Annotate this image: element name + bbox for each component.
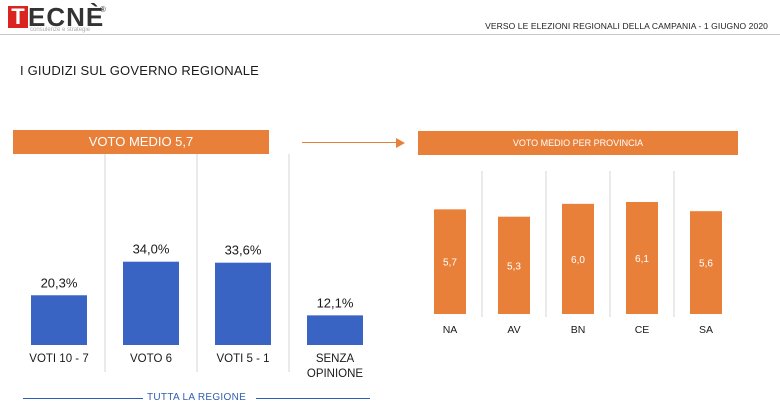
data-label: 12,1%	[317, 295, 354, 310]
header-subtitle: VERSO LE ELEZIONI REGIONALI DELLA CAMPAN…	[485, 21, 768, 31]
logo-registered-mark: ®	[100, 5, 106, 14]
data-label: 34,0%	[133, 242, 170, 257]
data-label: 33,6%	[225, 243, 262, 258]
category-label: SENZA	[316, 353, 355, 365]
data-label: 6,1	[635, 254, 649, 265]
overall-chart-title: VOTO MEDIO 5,7	[13, 130, 269, 154]
category-label: CE	[635, 324, 650, 336]
logo-word: ECNÈ	[28, 2, 105, 32]
logo-tagline: consulenze e strategie	[30, 27, 91, 33]
data-label: 5,6	[699, 259, 713, 270]
category-label: SA	[699, 324, 713, 336]
category-label: VOTO 6	[130, 353, 172, 365]
arrow-right-icon	[396, 138, 405, 148]
bar	[626, 202, 658, 314]
category-label: NA	[443, 324, 458, 336]
bar	[498, 216, 530, 314]
province-chart-title: VOTO MEDIO PER PROVINCIA	[418, 131, 738, 155]
category-label: AV	[507, 324, 520, 336]
bar	[31, 295, 87, 345]
data-label: 5,7	[443, 258, 457, 269]
category-label: VOTI 5 - 1	[216, 353, 269, 365]
category-label: BN	[571, 324, 586, 336]
bar	[307, 315, 363, 345]
logo-letter: T	[8, 6, 28, 28]
arrow-line	[302, 142, 398, 143]
bar	[690, 211, 722, 314]
bar	[562, 203, 594, 314]
bar	[434, 209, 466, 314]
data-label: 6,0	[571, 255, 585, 266]
data-label: 5,3	[507, 261, 521, 272]
footer-label: TUTTA LA REGIONE	[147, 392, 247, 403]
footer-line-right	[256, 398, 370, 399]
footer-line-left	[23, 398, 143, 399]
page-title: I GIUDIZI SUL GOVERNO REGIONALE	[20, 63, 260, 78]
category-label: VOTI 10 - 7	[29, 353, 88, 365]
data-label: 20,3%	[41, 275, 78, 290]
bar	[123, 261, 179, 345]
category-label: OPINIONE	[307, 368, 364, 380]
header-divider	[0, 34, 780, 35]
bar	[215, 262, 271, 345]
